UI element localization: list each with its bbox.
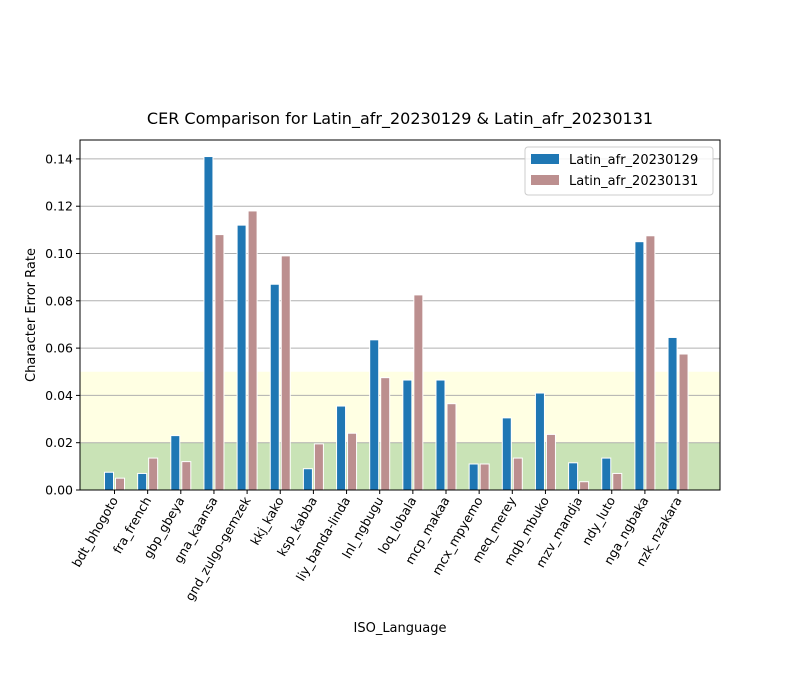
bars	[104, 156, 689, 491]
bar-Latin_afr_20230129-liy_banda-linda	[336, 405, 347, 491]
bar-Latin_afr_20230131-liy_banda-linda	[347, 432, 358, 491]
bar-Latin_afr_20230131-fra_french	[148, 457, 159, 491]
bar-Latin_afr_20230129-nzk_nzakara	[667, 336, 678, 491]
bar-Latin_afr_20230129-bdt_bhogoto	[104, 471, 114, 491]
bar-Latin_afr_20230131-meq_merey	[512, 457, 523, 491]
chart-title: CER Comparison for Latin_afr_20230129 & …	[147, 109, 653, 129]
legend: Latin_afr_20230129 Latin_afr_20230131	[524, 146, 714, 196]
legend-box	[524, 146, 714, 196]
bar-Latin_afr_20230129-gnd_zulgo-gemzek	[236, 224, 247, 491]
bar-Latin_afr_20230131-nga_ngbaka	[645, 235, 656, 491]
y-tick-label: 0.14	[45, 151, 73, 166]
bar-Latin_afr_20230129-kkj_kako	[269, 283, 280, 491]
x-tick-label: bdt_bhogoto	[69, 494, 121, 570]
x-axis-ticks: bdt_bhogotofra_frenchgbp_gbeyagna_kaansa…	[69, 490, 685, 603]
bar-Latin_afr_20230129-mcp_makaa	[435, 379, 446, 491]
bar-Latin_afr_20230131-kkj_kako	[280, 255, 291, 491]
y-tick-label: 0.12	[45, 199, 73, 214]
bar-Latin_afr_20230129-mqb_mbuko	[534, 392, 545, 491]
bar-Latin_afr_20230129-lnl_ngbugu	[369, 339, 380, 491]
legend-label: Latin_afr_20230129	[569, 153, 698, 168]
bar-Latin_afr_20230129-fra_french	[137, 472, 148, 491]
bar-Latin_afr_20230129-ksp_kabba	[302, 468, 313, 491]
bar-Latin_afr_20230131-mqb_mbuko	[545, 433, 556, 491]
bar-Latin_afr_20230129-mzv_mandja	[568, 462, 579, 491]
y-tick-label: 0.02	[45, 435, 73, 450]
bar-Latin_afr_20230129-ndy_luto	[601, 457, 612, 491]
threshold-band-1	[80, 371, 720, 443]
threshold-bands	[80, 371, 720, 490]
y-tick-label: 0.10	[45, 246, 73, 261]
bar-Latin_afr_20230131-nzk_nzakara	[678, 353, 689, 491]
bar-Latin_afr_20230129-gbp_gbeya	[170, 435, 181, 491]
bar-Latin_afr_20230131-gbp_gbeya	[181, 461, 192, 491]
bar-Latin_afr_20230129-loq_lobala	[402, 379, 413, 491]
legend-swatch	[531, 154, 559, 164]
bar-Latin_afr_20230131-mcx_mpyemo	[479, 463, 490, 491]
y-tick-label: 0.06	[45, 341, 73, 356]
x-axis-label: ISO_Language	[354, 621, 447, 636]
bar-Latin_afr_20230131-ndy_luto	[612, 472, 623, 491]
bar-Latin_afr_20230131-mcp_makaa	[446, 403, 457, 491]
bar-Latin_afr_20230131-gna_kaansa	[214, 234, 225, 491]
bar-Latin_afr_20230129-gna_kaansa	[203, 156, 214, 491]
y-axis-ticks: 0.00 0.02 0.04 0.06 0.08 0.10 0.12 0.14	[45, 151, 80, 498]
bar-Latin_afr_20230131-bdt_bhogoto	[115, 477, 125, 491]
bar-Latin_afr_20230131-lnl_ngbugu	[380, 377, 391, 491]
bar-Latin_afr_20230131-ksp_kabba	[313, 443, 324, 491]
y-tick-label: 0.00	[45, 483, 73, 498]
bar-Latin_afr_20230129-nga_ngbaka	[634, 241, 645, 491]
plot-frame	[79, 139, 721, 491]
legend-label: Latin_afr_20230131	[569, 174, 698, 189]
bar-Latin_afr_20230129-mcx_mpyemo	[468, 463, 479, 491]
y-tick-label: 0.08	[45, 293, 73, 308]
bar-Latin_afr_20230129-meq_merey	[501, 417, 512, 491]
y-tick-label: 0.04	[45, 388, 73, 403]
bar-Latin_afr_20230131-gnd_zulgo-gemzek	[247, 210, 258, 491]
bar-Latin_afr_20230131-loq_lobala	[413, 294, 424, 491]
legend-swatch	[531, 175, 559, 185]
y-axis-label: Character Error Rate	[24, 248, 39, 382]
bar-Latin_afr_20230131-mzv_mandja	[579, 481, 590, 491]
